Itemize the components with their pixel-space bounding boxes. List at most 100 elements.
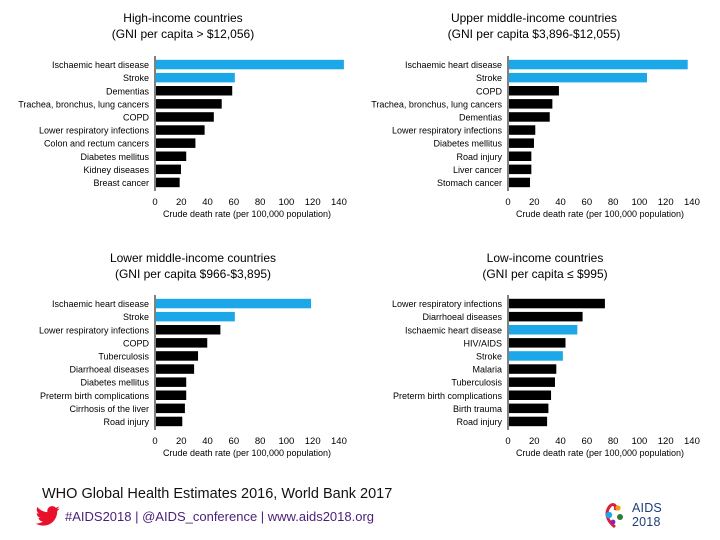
category-label: Lower respiratory infections [392, 126, 503, 136]
bar [509, 364, 557, 374]
category-label: Trachea, bronchus, lung cancers [371, 99, 502, 109]
bar [509, 86, 559, 96]
category-label: Diarrhoeal diseases [69, 365, 149, 375]
bar [509, 403, 549, 414]
category-label: Preterm birth complications [393, 391, 503, 401]
tick-label: 120 [658, 436, 674, 447]
category-label: Tuberculosis [98, 351, 149, 361]
logo-text: AIDS 2018 [632, 501, 662, 529]
source-note: WHO Global Health Estimates 2016, World … [42, 486, 393, 502]
bar [509, 311, 583, 322]
category-label: Stroke [123, 73, 149, 83]
bar [509, 138, 534, 148]
category-label: Diabetes mellitus [80, 152, 149, 162]
bar [156, 403, 185, 414]
bar [509, 72, 647, 83]
tick-label: 60 [229, 197, 240, 208]
tick-label: 120 [658, 197, 674, 208]
bar [156, 390, 187, 400]
tick-label: 80 [608, 436, 619, 447]
category-label: Cirrhosis of the liver [69, 404, 149, 414]
category-label: Dementias [106, 86, 150, 96]
bar [509, 125, 536, 135]
bar [156, 138, 196, 148]
twitter-bird-icon [35, 506, 60, 526]
category-label: Colon and rectum cancers [44, 139, 150, 149]
bar [156, 112, 214, 122]
tick-label: 140 [684, 436, 700, 447]
tick-label: 80 [255, 197, 266, 208]
tick-label: 40 [202, 197, 213, 208]
chart-subtitle: (GNI per capita $966-$3,895) [115, 267, 271, 281]
category-label: HIV/AIDS [463, 338, 502, 348]
bar [509, 390, 552, 400]
tick-label: 140 [331, 436, 347, 447]
tick-label: 60 [582, 197, 593, 208]
bar [156, 72, 235, 83]
bar [509, 151, 532, 161]
category-label: Liver cancer [453, 165, 502, 175]
tick-label: 40 [555, 436, 566, 447]
bar [156, 164, 181, 175]
bar [509, 351, 563, 361]
bar [156, 59, 344, 70]
category-label: Diarrhoeal diseases [422, 312, 502, 322]
bar [156, 125, 205, 135]
category-label: COPD [123, 338, 150, 348]
category-label: Road injury [456, 417, 502, 427]
chart-title: Upper middle-income countries [451, 11, 617, 25]
category-label: Preterm birth complications [40, 391, 150, 401]
tick-label: 20 [176, 197, 187, 208]
bar [156, 298, 312, 309]
bar [509, 99, 553, 109]
category-label: Birth trauma [453, 404, 502, 414]
category-label: Kidney diseases [83, 165, 149, 175]
tick-label: 40 [202, 436, 213, 447]
bar [509, 377, 555, 387]
tick-label: 40 [555, 197, 566, 208]
tick-label: 100 [631, 436, 647, 447]
tick-label: 140 [684, 197, 700, 208]
tick-label: 0 [505, 197, 510, 208]
bar [156, 416, 183, 427]
category-label: Breast cancer [93, 178, 149, 188]
bar [509, 164, 532, 175]
category-label: Dementias [459, 112, 503, 122]
category-label: Road injury [456, 152, 502, 162]
bar [156, 325, 221, 335]
category-label: Trachea, bronchus, lung cancers [18, 99, 149, 109]
tick-label: 80 [608, 197, 619, 208]
tick-label: 0 [152, 197, 157, 208]
chart-title: Low-income countries [487, 251, 604, 265]
bar [509, 177, 531, 188]
chart-subtitle: (GNI per capita $3,896-$12,055) [448, 27, 621, 41]
category-label: Stroke [476, 73, 502, 83]
tick-label: 100 [278, 436, 294, 447]
bar [156, 311, 235, 322]
tick-label: 120 [305, 436, 321, 447]
chart-title: High-income countries [123, 11, 242, 25]
bar [156, 364, 195, 374]
aids2018-logo-icon [600, 500, 630, 530]
category-label: Lower respiratory infections [39, 126, 150, 136]
category-label: Ischaemic heart disease [52, 60, 149, 70]
bar [509, 416, 548, 427]
bar [156, 351, 199, 361]
x-axis-label: Crude death rate (per 100,000 population… [163, 209, 331, 219]
category-label: Stroke [476, 351, 502, 361]
charts-canvas: High-income countries (GNI per capita > $… [18, 11, 700, 458]
tick-label: 60 [229, 436, 240, 447]
category-label: Malaria [472, 365, 502, 375]
category-label: Stroke [123, 312, 149, 322]
chart-title: Lower middle-income countries [110, 251, 276, 265]
social-footer: #AIDS2018 | @AIDS_conference | www.aids2… [35, 505, 374, 527]
bar [156, 177, 180, 188]
tick-label: 0 [505, 436, 510, 447]
category-label: Lower respiratory infections [39, 325, 150, 335]
bar [509, 298, 605, 309]
category-label: Tuberculosis [451, 378, 502, 388]
category-label: Ischaemic heart disease [52, 299, 149, 309]
aids2018-logo: AIDS 2018 [600, 498, 692, 532]
category-label: Ischaemic heart disease [405, 325, 502, 335]
tick-label: 100 [278, 197, 294, 208]
